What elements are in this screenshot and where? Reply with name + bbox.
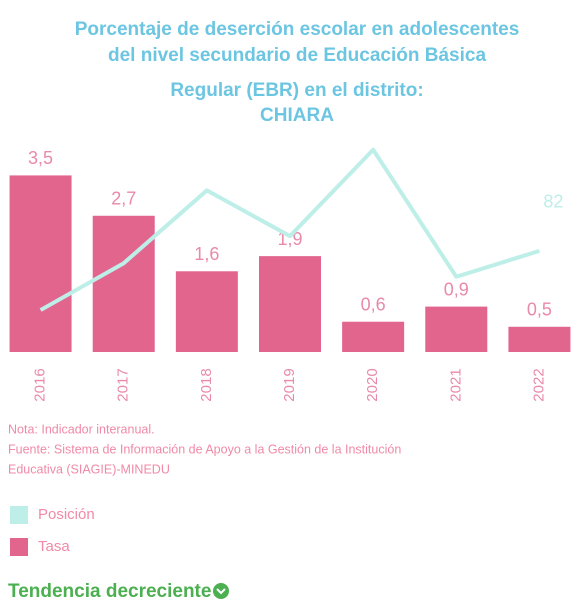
legend-swatch bbox=[10, 506, 28, 524]
data-label: 1,6 bbox=[194, 244, 219, 264]
note: Nota: Indicador interanual. bbox=[8, 422, 155, 436]
bar bbox=[175, 271, 238, 352]
data-label: 0,5 bbox=[527, 300, 552, 320]
x-tick-label: 2020 bbox=[364, 368, 381, 401]
chart-title: Porcentaje de deserción escolar en adole… bbox=[75, 19, 520, 40]
data-label: 0,6 bbox=[361, 294, 386, 314]
bar bbox=[259, 256, 321, 352]
legend-swatch bbox=[10, 538, 28, 556]
bar bbox=[92, 215, 155, 352]
bar bbox=[425, 306, 488, 352]
source: Fuente: Sistema de Información de Apoyo … bbox=[8, 442, 401, 456]
data-label: 0,9 bbox=[444, 279, 469, 299]
chart-title: CHIARA bbox=[260, 105, 334, 126]
bar bbox=[342, 321, 405, 352]
source: Educativa (SIAGIE)-MINEDU bbox=[8, 462, 170, 476]
bar bbox=[508, 326, 571, 352]
trend-icon bbox=[213, 583, 229, 599]
legend-label: Tasa bbox=[38, 538, 70, 555]
chart-title: del nivel secundario de Educación Básica bbox=[108, 45, 486, 66]
trend-icon-arrow bbox=[216, 588, 226, 595]
line bbox=[39, 147, 541, 312]
x-tick-label: 2016 bbox=[32, 368, 49, 401]
legend-label: Posición bbox=[38, 506, 95, 523]
x-tick-label: 2022 bbox=[530, 368, 547, 401]
x-tick-label: 2019 bbox=[281, 368, 298, 401]
bar bbox=[9, 175, 72, 352]
data-label: 3,5 bbox=[28, 148, 53, 168]
x-tick-label: 2021 bbox=[447, 368, 464, 401]
trend: Tendencia decreciente bbox=[8, 581, 211, 601]
x-tick-label: 2017 bbox=[115, 368, 132, 401]
x-tick-label: 2018 bbox=[198, 368, 215, 401]
data-label: 82 bbox=[543, 192, 563, 212]
chart-title: Regular (EBR) en el distrito: bbox=[170, 80, 423, 101]
data-label: 2,7 bbox=[111, 189, 136, 209]
